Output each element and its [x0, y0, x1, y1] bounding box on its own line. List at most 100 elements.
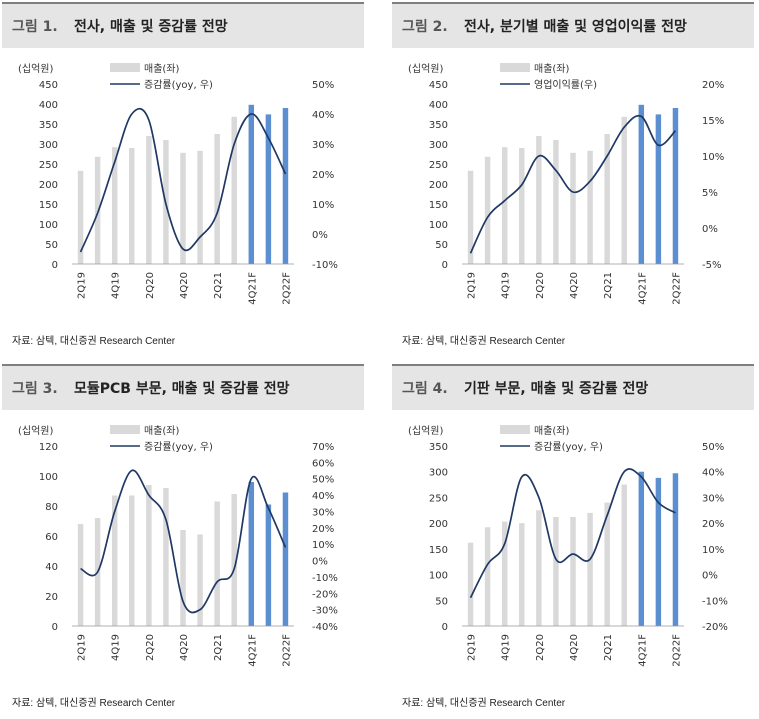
bar-1Q22F	[265, 504, 272, 626]
bar-4Q21F	[638, 471, 645, 626]
legend-line-label: 증감률(yoy, 우)	[534, 441, 603, 453]
x-tick-label: 4Q20	[179, 272, 190, 299]
x-tick-label: 4Q19	[501, 634, 512, 661]
bar-2Q21	[214, 501, 220, 626]
bar-4Q19	[501, 521, 508, 626]
right-tick-label: 10%	[702, 545, 724, 556]
figure-4-chart: (십억원) 매출(좌) 증감률(yoy, 우) 0 50 100 150 200 250 300 3…	[408, 425, 728, 667]
x-tick-label: 4Q19	[111, 272, 122, 299]
right-tick-label: 20%	[702, 80, 724, 91]
figure-1-title-bar: 그림 1. 전사, 매출 및 증감률 전망	[2, 2, 364, 48]
right-tick-label: -10%	[702, 596, 728, 607]
bar-2Q19	[467, 170, 474, 264]
left-tick-label: 200	[429, 519, 448, 530]
bar-4Q19	[501, 147, 508, 264]
x-tick-label: 4Q20	[179, 634, 190, 661]
left-tick-label: 450	[39, 80, 58, 91]
left-tick-label: 350	[39, 120, 58, 131]
x-tick-label: 2Q20	[535, 634, 546, 661]
right-tick-label: 0%	[702, 571, 718, 582]
left-tick-label: 150	[429, 200, 448, 211]
figure-2-source: 자료: 삼텍, 대신증권 Research Center	[402, 336, 566, 347]
bar-3Q19	[484, 156, 491, 264]
bar-3Q19	[484, 527, 491, 626]
bar-2Q22F	[672, 108, 679, 264]
bar-4Q19	[111, 495, 118, 626]
left-tick-label: 150	[429, 545, 448, 556]
legend-bar-swatch	[500, 425, 530, 434]
x-tick-label: 4Q21F	[247, 634, 258, 667]
left-tick-label: 0	[442, 260, 448, 271]
bar-4Q21F	[248, 104, 255, 264]
x-tick-label: 2Q21	[213, 634, 224, 661]
x-tick-label: 2Q19	[77, 272, 88, 299]
figure-2-panel: 그림 2. 전사, 분기별 매출 및 영업이익률 전망 (십억원) 매출(좌) 영업…	[392, 2, 754, 357]
left-tick-label: 250	[39, 160, 58, 171]
left-tick-label: 200	[429, 180, 448, 191]
figure-4-label: 그림 4.	[402, 381, 448, 397]
unit-label: (십억원)	[18, 425, 54, 437]
left-tick-label: 0	[442, 622, 448, 633]
legend-line-label: 영업이익률(우)	[534, 78, 597, 91]
right-tick-label: -5%	[702, 260, 721, 271]
legend-bar-swatch	[500, 63, 530, 72]
x-tick-label: 2Q22F	[281, 634, 292, 667]
left-tick-label: 250	[429, 493, 448, 504]
right-tick-label: 0%	[312, 557, 328, 568]
left-tick-label: 50	[45, 240, 58, 251]
bar-2Q19	[77, 170, 84, 264]
left-tick-label: 200	[39, 180, 58, 191]
x-tick-label: 4Q20	[569, 634, 580, 661]
bar-1Q21	[197, 150, 203, 264]
x-tick-label: 2Q22F	[671, 634, 682, 667]
bar-1Q21	[587, 512, 593, 626]
left-tick-label: 50	[435, 596, 448, 607]
x-tick-label: 2Q21	[603, 634, 614, 661]
bar-4Q20	[570, 516, 576, 626]
figure-1-title: 전사, 매출 및 증감률 전망	[74, 19, 228, 35]
bar-3Q19	[94, 156, 101, 264]
left-tick-label: 0	[52, 622, 58, 633]
left-tick-label: 20	[45, 592, 58, 603]
figure-3-title: 모듈PCB 부문, 매출 및 증감률 전망	[74, 381, 290, 397]
legend-bar-swatch	[110, 63, 140, 72]
bar-4Q21F	[638, 104, 645, 264]
left-tick-label: 300	[429, 468, 448, 479]
bar-1Q22F	[265, 114, 272, 265]
x-tick-label: 4Q21F	[247, 272, 258, 305]
right-tick-label: 50%	[702, 442, 724, 453]
bar-2Q19	[77, 524, 84, 626]
figure-4-title-bar: 그림 4. 기판 부문, 매출 및 증감률 전망	[392, 364, 754, 410]
x-tick-label: 2Q21	[603, 272, 614, 299]
line-series	[469, 468, 676, 599]
figure-1-panel: 그림 1. 전사, 매출 및 증감률 전망 (십억원) 매출(좌) 증감률(yoy,…	[2, 2, 364, 357]
left-tick-label: 150	[39, 200, 58, 211]
right-tick-label: 50%	[312, 80, 334, 91]
x-tick-label: 2Q21	[213, 272, 224, 299]
bar-1Q20	[519, 523, 525, 626]
right-tick-label: -10%	[312, 260, 338, 271]
x-tick-label: 2Q22F	[281, 272, 292, 305]
legend-bar-swatch	[110, 425, 140, 434]
left-tick-label: 450	[429, 80, 448, 91]
legend-line-label: 증감률(yoy, 우)	[144, 441, 213, 453]
bar-2Q20	[536, 136, 542, 264]
right-tick-label: 10%	[312, 540, 334, 551]
legend-line-label: 증감률(yoy, 우)	[144, 79, 213, 91]
left-tick-label: 100	[39, 220, 58, 231]
figure-3-title-bar: 그림 3. 모듈PCB 부문, 매출 및 증감률 전망	[2, 364, 364, 410]
bar-3Q21	[231, 494, 237, 626]
figure-1-label: 그림 1.	[12, 19, 58, 35]
x-tick-label: 4Q21F	[637, 272, 648, 305]
line-series	[469, 114, 677, 254]
bar-3Q20	[163, 488, 169, 626]
right-tick-label: -20%	[702, 622, 728, 633]
bar-3Q21	[621, 484, 627, 626]
x-tick-label: 2Q20	[145, 634, 156, 661]
right-tick-label: 30%	[312, 140, 334, 151]
bar-1Q21	[197, 534, 203, 626]
bar-4Q20	[180, 152, 186, 264]
left-tick-label: 100	[429, 220, 448, 231]
bar-2Q20	[536, 510, 542, 626]
legend-bar-label: 매출(좌)	[534, 425, 570, 437]
